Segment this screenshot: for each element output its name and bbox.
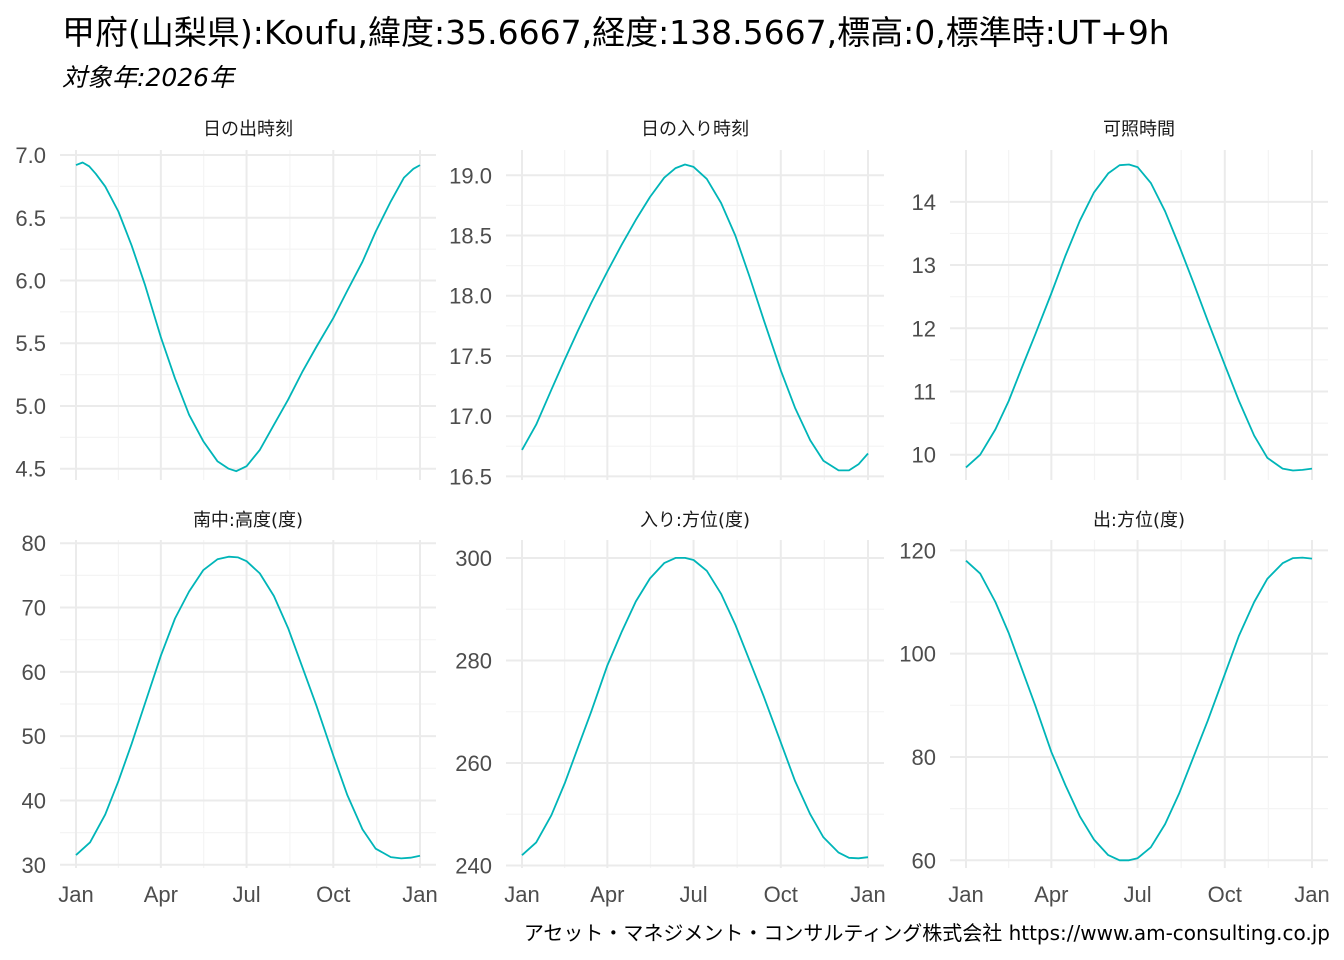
y-tick-label: 80 (912, 745, 936, 770)
x-tick-label: Jan (948, 882, 983, 907)
series-line (521, 557, 869, 860)
panel-title: 可照時間 (1103, 119, 1175, 140)
y-tick-label: 80 (22, 531, 46, 556)
y-tick-label: 11 (913, 379, 936, 404)
x-tick-label: Oct (764, 882, 798, 907)
y-tick-label: 60 (912, 848, 936, 873)
y-tick-label: 7.0 (15, 143, 46, 168)
y-tick-label: 16.5 (449, 464, 492, 489)
page-title: 甲府(山梨県):Koufu,緯度:35.6667,経度:138.5667,標高:… (62, 13, 1170, 52)
y-tick-label: 30 (22, 853, 46, 878)
y-tick-label: 50 (22, 724, 46, 749)
x-tick-label: Jul (233, 882, 261, 907)
y-tick-label: 6.5 (15, 206, 46, 231)
panel-1: 日の出時刻 4.5 5.0 5.5 6.0 6.5 7.0 (15, 119, 436, 482)
page-subtitle: 対象年:2026年 (62, 63, 235, 92)
y-tick-label: 70 (22, 596, 46, 621)
x-tick-label: Jul (680, 882, 708, 907)
y-tick-label: 4.5 (15, 457, 46, 482)
panel-6: 出:方位(度) 60 80 100 120 Jan Apr Jul Oct Jan (899, 510, 1329, 907)
y-tick-label: 120 (899, 538, 936, 563)
y-tick-label: 19.0 (449, 163, 492, 188)
y-tick-label: 5.5 (15, 331, 46, 356)
x-tick-label: Apr (590, 882, 624, 907)
y-tick-label: 10 (912, 443, 936, 468)
y-tick-label: 240 (455, 853, 492, 878)
y-tick-label: 18.0 (449, 284, 492, 309)
panel-4: 南中:高度(度) 30 40 50 60 70 80 Jan Apr Jul Oct Jan (22, 510, 438, 907)
x-tick-label: Jul (1124, 882, 1152, 907)
x-tick-label: Jan (850, 882, 885, 907)
y-tick-label: 12 (912, 316, 936, 341)
x-tick-label: Oct (1208, 882, 1242, 907)
y-tick-label: 60 (22, 660, 46, 685)
series-line (75, 161, 421, 473)
panel-title: 南中:高度(度) (193, 510, 303, 531)
series-line (965, 163, 1313, 472)
panel-2: 日の入り時刻 16.5 17.0 17.5 18.0 18.5 19.0 (449, 119, 884, 489)
x-tick-label: Jan (58, 882, 93, 907)
x-tick-label: Oct (316, 882, 350, 907)
panel-title: 出:方位(度) (1093, 510, 1185, 531)
y-tick-label: 13 (912, 253, 936, 278)
y-tick-label: 300 (455, 546, 492, 571)
series-line (75, 555, 421, 860)
y-tick-label: 14 (912, 190, 936, 215)
x-tick-label: Apr (1034, 882, 1068, 907)
panel-5: 入り:方位(度) 240 260 280 300 Jan Apr Jul Oct Jan (455, 510, 885, 907)
y-tick-label: 18.5 (449, 224, 492, 249)
y-tick-label: 280 (455, 648, 492, 673)
panel-title: 日の入り時刻 (641, 119, 749, 140)
y-tick-label: 17.0 (449, 404, 492, 429)
panel-title: 日の出時刻 (203, 119, 293, 140)
y-tick-label: 40 (22, 788, 46, 813)
x-tick-label: Apr (144, 882, 178, 907)
y-tick-label: 260 (455, 751, 492, 776)
x-tick-label: Jan (1294, 882, 1329, 907)
y-tick-label: 17.5 (449, 344, 492, 369)
y-tick-label: 100 (899, 642, 936, 667)
series-line (965, 556, 1313, 862)
y-tick-label: 6.0 (15, 268, 46, 293)
panel-3: 可照時間 10 11 12 13 14 (912, 119, 1328, 480)
panel-title: 入り:方位(度) (640, 510, 750, 531)
credit-text: アセット・マネジメント・コンサルティング株式会社 https://www.am-… (523, 921, 1330, 945)
y-tick-label: 5.0 (15, 394, 46, 419)
x-tick-label: Jan (504, 882, 539, 907)
series-line (521, 163, 869, 472)
x-tick-label: Jan (402, 882, 437, 907)
